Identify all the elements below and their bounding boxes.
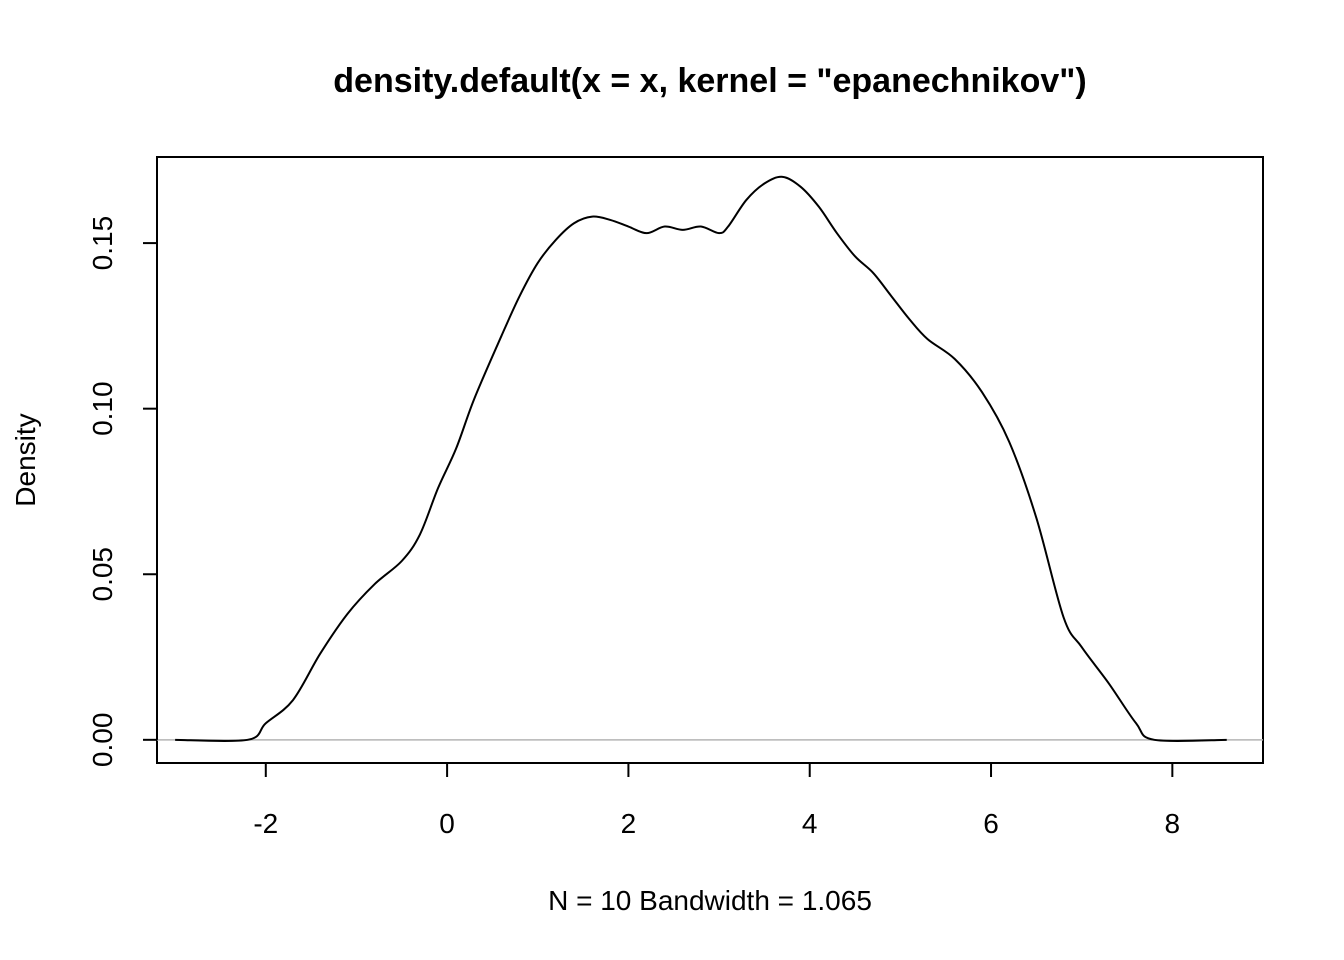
- y-tick-label: 0.05: [87, 547, 118, 602]
- y-tick-label: 0.10: [87, 381, 118, 436]
- x-tick-label: 8: [1165, 808, 1181, 839]
- chart-title: density.default(x = x, kernel = "epanech…: [333, 62, 1086, 100]
- x-tick-label: 0: [439, 808, 455, 839]
- y-axis: 0.00 0.05 0.10 0.15: [87, 216, 158, 768]
- y-axis-label: Density: [10, 413, 41, 506]
- y-tick-label: 0.00: [87, 713, 118, 768]
- x-tick-label: 4: [802, 808, 818, 839]
- x-tick-label: 6: [983, 808, 999, 839]
- plot-frame: [156, 156, 1264, 764]
- density-line: [175, 175, 1227, 743]
- x-axis-label: N = 10 Bandwidth = 1.065: [548, 885, 872, 916]
- x-tick-label: -2: [253, 808, 278, 839]
- y-tick-label: 0.15: [87, 216, 118, 271]
- x-axis: -2 0 2 4 6 8: [253, 762, 1181, 839]
- x-tick-label: 2: [621, 808, 637, 839]
